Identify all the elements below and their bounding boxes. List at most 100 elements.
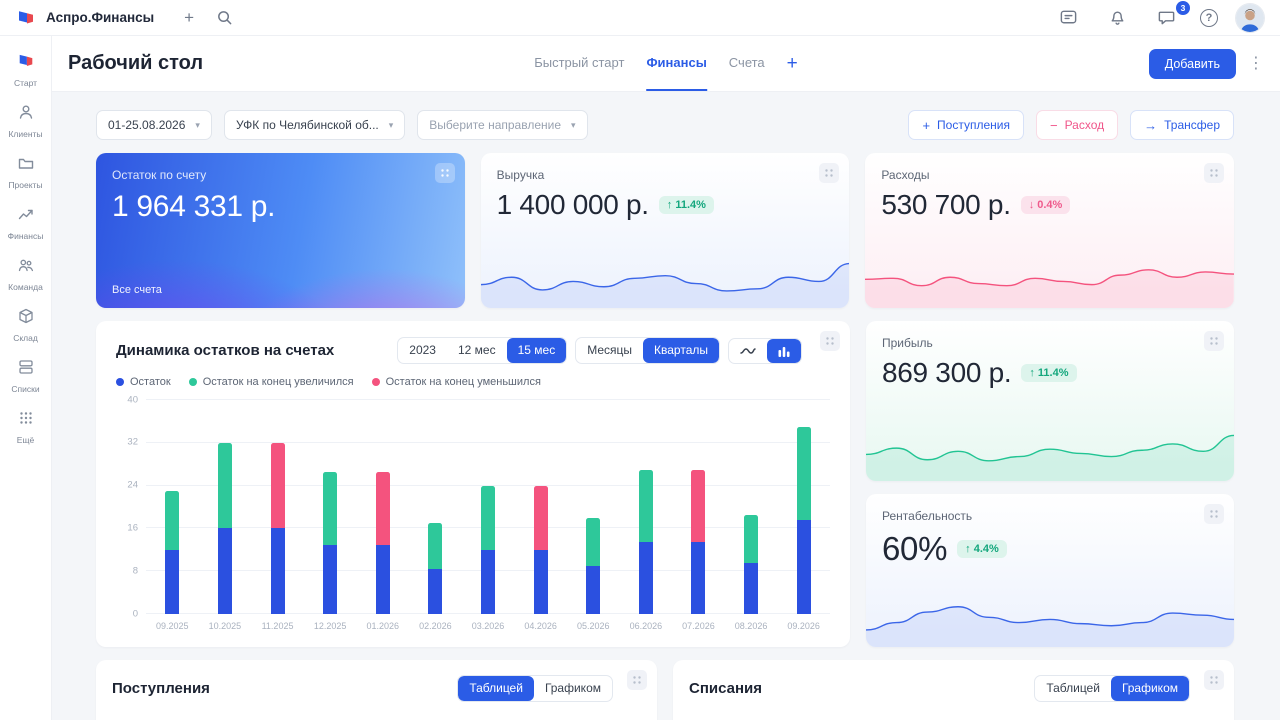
chevron-down-icon: ▾ — [195, 119, 200, 130]
account-select[interactable]: УФК по Челябинской об... ▾ — [223, 110, 406, 140]
bar-segment — [586, 565, 601, 614]
plus-icon: + — [922, 117, 931, 133]
direction-placeholder: Выберите направление — [429, 118, 561, 132]
bar-segment — [744, 563, 759, 614]
drag-handle[interactable] — [1204, 670, 1224, 690]
finance-icon — [17, 205, 35, 228]
brand-name: Аспро.Финансы — [46, 10, 155, 25]
sidebar-item-more[interactable]: Ещё — [0, 401, 51, 452]
margin-sparkline — [866, 581, 1234, 647]
incoming-card: Поступления Таблицей Графиком — [96, 660, 657, 720]
revenue-card-title: Выручка — [496, 168, 545, 182]
kebab-menu-icon[interactable]: ⋮ — [1248, 54, 1264, 72]
incoming-table-toggle[interactable]: Таблицей — [458, 676, 534, 702]
notifications-bell-icon[interactable] — [1102, 8, 1133, 27]
team-icon — [17, 256, 35, 279]
drag-handle[interactable] — [434, 163, 455, 183]
top-bar: Аспро.Финансы + 3 ? — [0, 0, 1280, 36]
quick-add-icon[interactable]: + — [184, 8, 195, 27]
direction-select[interactable]: Выберите направление ▾ — [417, 110, 588, 140]
sidebar-item-label: Проекты — [8, 180, 43, 190]
chevron-down-icon: ▾ — [388, 119, 394, 130]
margin-card-title: Рентабельность — [882, 509, 973, 523]
user-avatar[interactable] — [1236, 3, 1264, 32]
bar-segment — [428, 568, 443, 614]
bar-segment — [428, 523, 443, 569]
transfer-button[interactable]: → Трансфер — [1130, 110, 1234, 140]
chevron-down-icon: ▾ — [571, 119, 576, 130]
x-axis-label: 10.2025 — [208, 621, 242, 631]
drag-handle[interactable] — [1203, 163, 1224, 183]
x-axis-label: 01.2026 — [366, 621, 400, 631]
search-icon[interactable] — [210, 9, 239, 26]
x-axis-label: 06.2026 — [629, 621, 663, 631]
range-option-2023[interactable]: 2023 — [398, 338, 447, 363]
app-logo-icon[interactable] — [16, 8, 36, 28]
bar-view-icon[interactable] — [767, 338, 801, 363]
bar-segment — [638, 541, 653, 614]
bar-segment — [323, 544, 338, 614]
line-view-icon[interactable] — [729, 339, 767, 363]
add-button[interactable]: Добавить — [1148, 48, 1236, 79]
bar-segment — [533, 549, 548, 614]
bar-02.2026 — [428, 400, 443, 614]
profit-delta-badge: ↑ 11.4% — [1021, 364, 1077, 382]
sidebar-item-finance[interactable]: Финансы — [0, 197, 51, 248]
balance-footer[interactable]: Все счета — [112, 284, 162, 296]
sidebar: Старт Клиенты Проекты Финансы Команда Ск… — [0, 36, 52, 720]
sidebar-item-clients[interactable]: Клиенты — [0, 95, 51, 146]
granularity-months[interactable]: Месяцы — [576, 338, 643, 363]
add-tab-icon[interactable]: + — [786, 53, 798, 74]
sidebar-item-label: Списки — [11, 384, 40, 394]
bar-segment — [217, 442, 232, 529]
feedback-icon[interactable] — [1053, 8, 1084, 27]
range-option-15m[interactable]: 15 мес — [506, 338, 567, 364]
expenses-card: Расходы 530 700 р. ↓ 0.4% — [865, 153, 1234, 308]
bar-05.2026 — [586, 400, 601, 614]
drag-handle[interactable] — [820, 331, 840, 351]
start-icon — [17, 52, 35, 75]
bar-segment — [323, 472, 338, 545]
minus-icon: − — [1049, 117, 1058, 133]
sidebar-item-lists[interactable]: Списки — [0, 350, 51, 401]
bar-10.2025 — [217, 400, 232, 614]
outgoing-table-toggle[interactable]: Таблицей — [1035, 676, 1111, 701]
outgoing-chart-toggle[interactable]: Графиком — [1110, 676, 1189, 702]
drag-handle[interactable] — [819, 163, 840, 183]
bar-01.2026 — [375, 400, 390, 614]
dashboard-content: 01-25.08.2026 ▾ УФК по Челябинской об...… — [52, 92, 1280, 720]
bar-04.2026 — [533, 400, 548, 614]
incoming-chart-toggle[interactable]: Графиком — [534, 676, 612, 701]
revenue-value: 1 400 000 р. — [496, 189, 649, 220]
sidebar-item-team[interactable]: Команда — [0, 248, 51, 299]
drag-handle[interactable] — [1204, 504, 1224, 524]
sidebar-item-warehouse[interactable]: Склад — [0, 299, 51, 350]
arrow-right-icon: → — [1144, 117, 1158, 133]
income-button[interactable]: + Поступления — [908, 110, 1024, 140]
balance-dynamics-chart: 0 8 16 24 32 40 09.2025 10.2025 11.2025 12.2025 01… — [116, 394, 830, 631]
range-option-12m[interactable]: 12 мес — [447, 338, 507, 363]
drag-handle[interactable] — [627, 670, 647, 690]
margin-value: 60% — [882, 530, 948, 567]
clients-icon — [17, 103, 35, 126]
dashboard-tabs: Быстрый старт Финансы Счета + — [534, 36, 798, 91]
x-axis-label: 05.2026 — [576, 621, 610, 631]
expense-button[interactable]: − Расход — [1035, 110, 1119, 140]
expenses-delta-badge: ↓ 0.4% — [1020, 196, 1071, 214]
drag-handle[interactable] — [1204, 331, 1224, 351]
bar-segment — [480, 549, 495, 614]
sidebar-item-label: Команда — [8, 282, 43, 292]
date-range-select[interactable]: 01-25.08.2026 ▾ — [96, 110, 212, 140]
sidebar-item-projects[interactable]: Проекты — [0, 146, 51, 197]
x-axis-label: 11.2025 — [261, 621, 294, 631]
tab-finance[interactable]: Финансы — [646, 36, 707, 91]
revenue-sparkline — [480, 242, 850, 308]
granularity-quarters[interactable]: Кварталы — [643, 338, 719, 364]
tab-accounts[interactable]: Счета — [728, 55, 765, 70]
messages-icon[interactable]: 3 — [1151, 1, 1190, 27]
sidebar-item-start[interactable]: Старт — [0, 44, 51, 95]
help-icon[interactable]: ? — [1200, 8, 1218, 27]
tab-quick-start[interactable]: Быстрый старт — [534, 55, 625, 70]
sidebar-item-label: Финансы — [7, 231, 44, 241]
bar-08.2026 — [744, 400, 759, 614]
